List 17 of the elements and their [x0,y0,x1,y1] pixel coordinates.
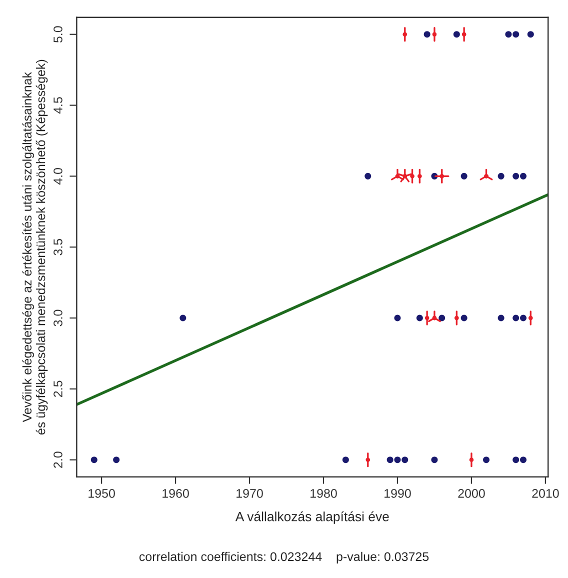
x-tick-label: 1990 [384,488,411,498]
y-tick-label: 5.0 [54,26,62,43]
y-tick-label: 4.5 [54,97,62,114]
x-tick-label: 2000 [458,488,485,498]
y-tick-label: 3.0 [54,310,62,326]
y-tick-label: 4.0 [54,168,62,185]
x-tick-label: 1950 [88,488,115,498]
x-tick-label: 2010 [532,488,559,498]
x-tick-label: 1980 [310,488,337,498]
y-tick-label: 3.5 [54,238,62,256]
x-axis-title: A vállalkozás alapítási éve [235,511,389,524]
text: correlation coefficients: 0.023244 p-value: 0.03725 [139,552,429,564]
y-axis-title: Vevőink elégedettsége az értékesítés utáni szolgáltatásainknak és ügyfélkapcsolati menedzsmentünknek köszönhető (Képességek) [22,60,48,435]
x-tick-label: 1960 [162,488,189,498]
y-tick-label: 2.5 [54,380,62,397]
y-tick-label: 2.0 [54,452,62,468]
x-tick-label: 1970 [236,488,263,498]
